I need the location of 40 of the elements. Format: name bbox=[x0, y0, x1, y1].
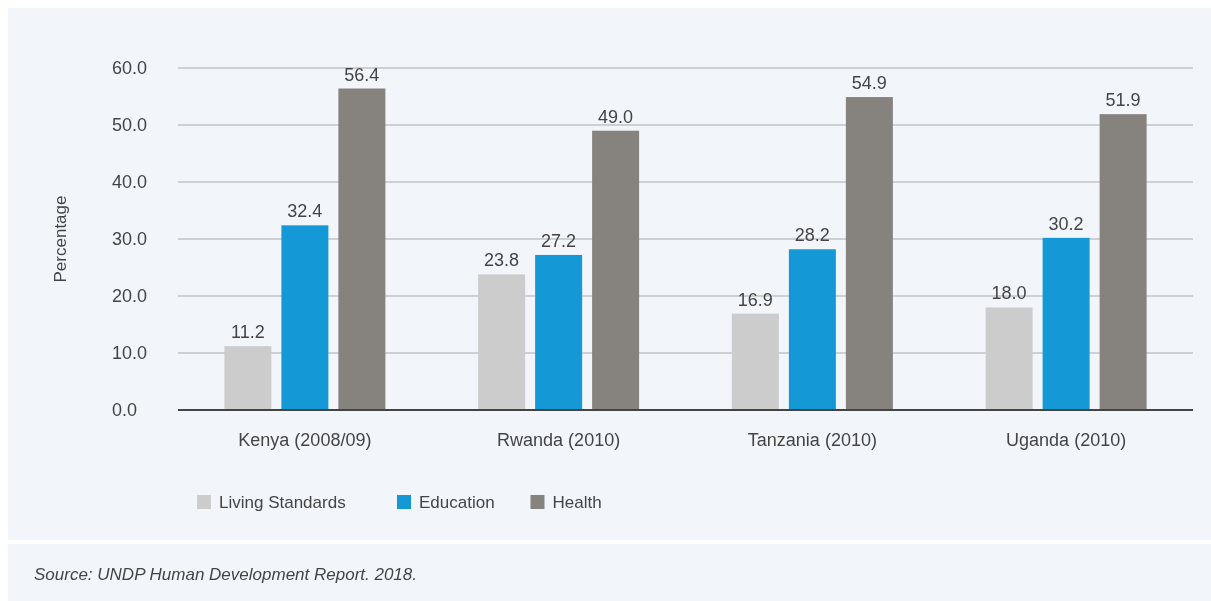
source-note: Source: UNDP Human Development Report. 2018. bbox=[34, 565, 417, 584]
y-tick-label: 50.0 bbox=[112, 115, 148, 136]
data-label: 23.8 bbox=[484, 250, 520, 271]
data-label: 56.4 bbox=[344, 64, 380, 85]
data-label: 54.9 bbox=[851, 73, 887, 94]
bar bbox=[535, 254, 583, 410]
y-tick-label: 60.0 bbox=[112, 58, 148, 79]
y-tick-label: 0.0 bbox=[112, 400, 138, 421]
data-label: 11.2 bbox=[231, 322, 265, 343]
bar bbox=[281, 225, 329, 410]
bar bbox=[1099, 114, 1147, 410]
data-label: 28.2 bbox=[794, 225, 830, 246]
bar bbox=[845, 97, 893, 410]
data-label: 18.0 bbox=[991, 283, 1027, 304]
y-axis-title: Percentage bbox=[51, 195, 70, 283]
bar bbox=[338, 88, 386, 410]
y-tick-label: 10.0 bbox=[112, 343, 148, 364]
y-tick-label: 30.0 bbox=[112, 229, 148, 250]
y-tick-label: 20.0 bbox=[112, 286, 148, 307]
x-tick-label: Tanzania (2010) bbox=[747, 430, 877, 450]
bar bbox=[478, 274, 526, 410]
data-label: 30.2 bbox=[1048, 213, 1084, 234]
legend-label: Living Standards bbox=[219, 492, 346, 512]
data-label: 27.2 bbox=[541, 230, 577, 251]
y-tick-label: 40.0 bbox=[112, 172, 148, 193]
x-tick-label: Kenya (2008/09) bbox=[238, 430, 372, 450]
data-label: 51.9 bbox=[1105, 90, 1141, 111]
bar bbox=[788, 249, 836, 410]
bar bbox=[985, 307, 1033, 410]
bar bbox=[1042, 237, 1090, 410]
legend-label: Health bbox=[552, 492, 602, 512]
x-tick-label: Uganda (2010) bbox=[1006, 430, 1127, 450]
data-label: 16.9 bbox=[737, 289, 773, 310]
data-label: 49.0 bbox=[598, 106, 634, 127]
bar bbox=[731, 313, 779, 410]
data-label: 32.4 bbox=[287, 201, 323, 222]
x-tick-label: Rwanda (2010) bbox=[497, 430, 621, 450]
legend-label: Education bbox=[419, 492, 495, 512]
bar bbox=[592, 130, 640, 410]
bar bbox=[224, 346, 272, 410]
